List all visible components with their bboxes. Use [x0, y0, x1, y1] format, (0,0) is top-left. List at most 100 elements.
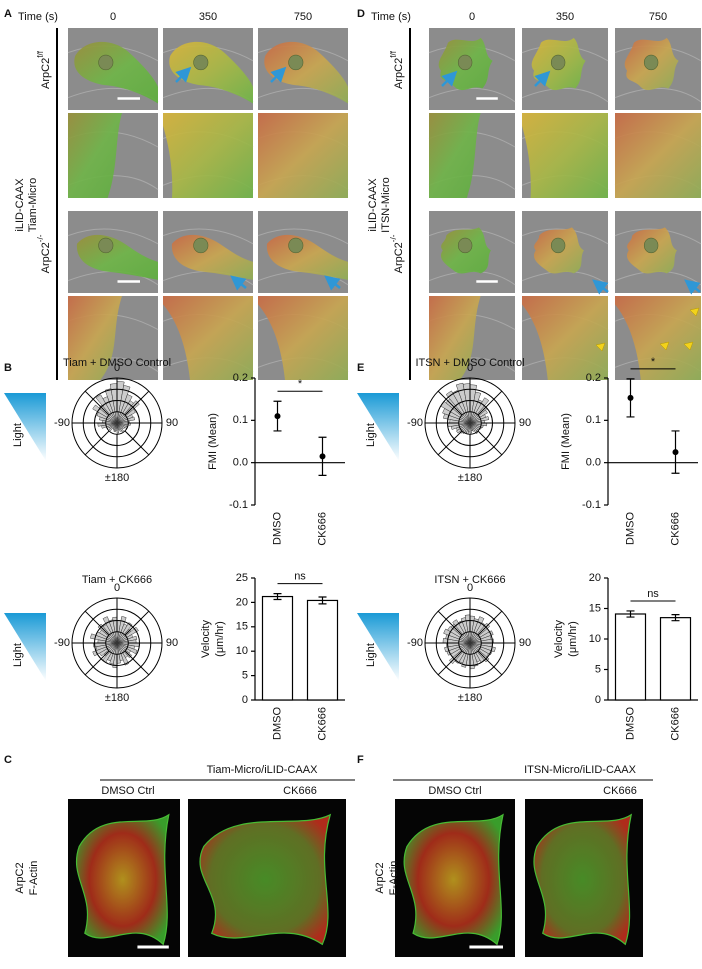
- y-tick-label: 5: [595, 663, 601, 675]
- rose-wedge: [95, 394, 118, 424]
- panel-letter: E: [357, 362, 364, 374]
- blue-arrow: [684, 279, 701, 295]
- stain-label: F-Actin: [28, 861, 40, 896]
- significance-label: *: [298, 378, 303, 390]
- annotation: Light: [365, 423, 377, 447]
- y-tick-label: 0.1: [233, 414, 248, 426]
- spoke: [437, 610, 463, 636]
- nucleus: [550, 237, 566, 254]
- angle-label: ±180: [458, 472, 482, 484]
- blue-arrow: [441, 70, 458, 87]
- condition-label: CK666: [603, 785, 637, 797]
- annotation: Light: [12, 423, 24, 447]
- chart-title: Tiam + DMSO Control: [63, 357, 171, 369]
- y-tick-label: 0.2: [233, 372, 248, 384]
- cell: [74, 41, 158, 104]
- rose-wedge: [116, 422, 124, 433]
- angle-label: 90: [166, 417, 178, 429]
- error-bar: [626, 610, 635, 618]
- spoke: [477, 610, 503, 636]
- y-tick-label: 0.0: [586, 457, 601, 469]
- rose-wedge: [469, 416, 490, 424]
- rose-wedge: [469, 397, 490, 424]
- rose-wedge: [445, 390, 471, 424]
- spoke: [84, 390, 110, 416]
- probe-label: Tiam-Micro: [27, 178, 39, 233]
- angle-label: 90: [519, 417, 531, 429]
- condition-label: CK666: [283, 785, 317, 797]
- angle-label: 90: [519, 637, 531, 649]
- rose-wedge: [116, 635, 138, 644]
- cell-zoom: [429, 296, 481, 380]
- condition-label: DMSO Ctrl: [101, 785, 154, 797]
- angle-label: 90: [166, 637, 178, 649]
- y-tick-label: 20: [589, 572, 601, 584]
- angle-label: 0: [114, 582, 120, 594]
- y-tick-label: 5: [242, 670, 248, 682]
- rose-wedge: [116, 622, 133, 644]
- stain-label: ArpC2: [374, 862, 386, 893]
- nucleus: [550, 54, 566, 71]
- cell: [169, 41, 253, 104]
- time-point: 0: [110, 11, 116, 23]
- rose-wedge: [116, 626, 139, 644]
- row-label: ArpC2-/-: [389, 234, 405, 273]
- spoke: [124, 650, 150, 676]
- rose-wedge: [116, 422, 122, 432]
- panel-header: ITSN-Micro/iLID-CAAX: [524, 764, 637, 776]
- rose-wedge: [452, 619, 471, 644]
- row-label-base: ArpC2: [40, 242, 52, 273]
- nucleus: [457, 237, 473, 254]
- x-tick-label: CK666: [669, 512, 681, 546]
- y-axis-label: Velocity: [200, 620, 212, 658]
- spoke: [477, 650, 503, 676]
- nucleus: [193, 237, 209, 254]
- row-label-base: ArpC2: [393, 58, 405, 89]
- probe-label: iLID-CAAX: [14, 178, 26, 232]
- angle-label: 0: [467, 362, 473, 374]
- chart-title: Tiam + CK666: [82, 574, 152, 586]
- cell: [171, 234, 253, 280]
- y-tick-label: 10: [589, 633, 601, 645]
- annotation: Light: [12, 643, 24, 667]
- cell-zoom: [429, 113, 481, 198]
- bar: [261, 595, 294, 701]
- time-label: Time (s): [371, 11, 411, 23]
- probe-label: ITSN-Micro: [380, 177, 392, 233]
- blue-arrow: [175, 66, 192, 83]
- y-tick-label: -0.1: [229, 499, 248, 511]
- y-tick-label: 0.1: [586, 414, 601, 426]
- rose-wedge: [469, 422, 475, 432]
- cell-zoom: [68, 296, 122, 380]
- nucleus: [288, 54, 304, 71]
- annotation: Light: [365, 643, 377, 667]
- blue-arrow: [270, 66, 287, 83]
- cell-zoom: [258, 113, 348, 198]
- stain-label: F-Actin: [388, 861, 400, 896]
- rose-wedge: [455, 382, 471, 424]
- angle-label: -90: [407, 417, 423, 429]
- cell: [264, 41, 348, 104]
- nucleus: [643, 54, 659, 71]
- spoke: [124, 430, 150, 456]
- time-point: 750: [649, 11, 667, 23]
- yellow-arrowhead: [595, 342, 606, 352]
- rose-wedge: [469, 422, 479, 435]
- row-label-sup: f/f: [389, 50, 398, 57]
- row-label-sup: f/f: [36, 50, 45, 57]
- angle-label: 0: [114, 362, 120, 374]
- bar: [659, 617, 692, 701]
- angle-label: -90: [407, 637, 423, 649]
- cell: [266, 234, 348, 280]
- row-label: ArpC2-/-: [36, 234, 52, 273]
- y-axis-label: (μm/hr): [567, 621, 579, 657]
- angle-label: ±180: [105, 692, 129, 704]
- cell-zoom: [522, 113, 608, 198]
- panel-letter: F: [357, 754, 364, 766]
- y-axis-label: (μm/hr): [214, 621, 226, 657]
- significance-label: ns: [647, 588, 659, 600]
- panel-letter: C: [4, 754, 12, 766]
- x-tick-label: DMSO: [271, 707, 283, 740]
- rose-wedge: [469, 630, 494, 644]
